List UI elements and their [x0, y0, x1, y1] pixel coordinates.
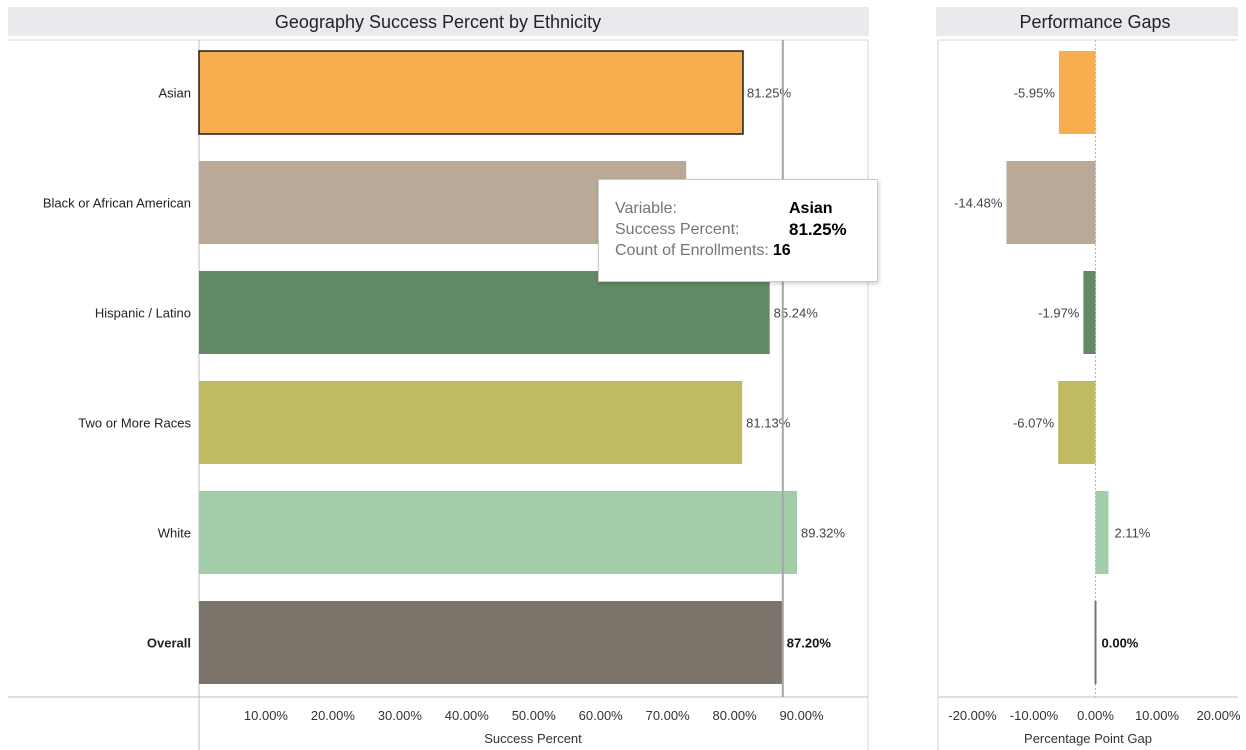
gap-data-label-two-or-more-races: -6.07% — [1013, 416, 1055, 431]
gap-chart-x-axis-title: Percentage Point Gap — [1024, 731, 1152, 746]
main-x-tick-label: 10.00% — [244, 708, 289, 723]
data-label-overall: 87.20% — [787, 636, 832, 651]
bar-asian[interactable] — [198, 50, 744, 135]
bar-two-or-more-races[interactable] — [199, 381, 743, 464]
main-x-tick-label: 50.00% — [512, 708, 557, 723]
main-x-tick-label: 80.00% — [713, 708, 758, 723]
main-chart-x-axis-title: Success Percent — [484, 731, 582, 746]
main-chart-marks: Asian 81.25% Black or African American Hisp… — [43, 40, 846, 723]
tooltip-count-value: 16 — [772, 242, 791, 259]
bar-overall[interactable] — [199, 601, 783, 684]
tooltip-count-row: Count of Enrollments: 16 — [615, 241, 791, 261]
bar-tooltip: Variable: Asian Success Percent: 81.25% … — [598, 179, 878, 282]
main-x-tick-label: 30.00% — [378, 708, 423, 723]
gap-chart-title: Performance Gaps — [1019, 12, 1170, 32]
gap-data-label-white: 2.11% — [1114, 526, 1150, 541]
main-x-tick-label: 60.00% — [579, 708, 624, 723]
gap-bar-black-or-african-american[interactable] — [1006, 161, 1096, 244]
category-label-asian: Asian — [158, 86, 191, 101]
gap-data-label-overall: 0.00% — [1102, 636, 1139, 651]
gap-chart-title-background — [936, 7, 1238, 36]
tooltip-success-value: 81.25% — [789, 220, 847, 239]
gap-bar-two-or-more-races[interactable] — [1058, 381, 1096, 464]
category-label-white: White — [158, 526, 191, 541]
main-x-tick-label: 20.00% — [311, 708, 356, 723]
gap-x-tick-label: 20.00% — [1196, 708, 1241, 723]
tooltip-success-label: Success Percent: — [615, 221, 740, 238]
gap-bar-white[interactable] — [1095, 491, 1109, 574]
data-label-asian: 81.25% — [747, 86, 792, 101]
data-label-hispanic-latino: 85.24% — [774, 306, 819, 321]
tooltip-variable-label: Variable: — [615, 200, 677, 217]
main-x-tick-label: 40.00% — [445, 708, 490, 723]
main-chart-title-background — [8, 7, 869, 36]
gap-x-tick-label: 10.00% — [1135, 708, 1180, 723]
bar-hispanic-latino[interactable] — [199, 271, 770, 354]
bar-white[interactable] — [199, 491, 797, 574]
category-label-two-or-more-races: Two or More Races — [78, 416, 191, 431]
gap-bar-hispanic-latino[interactable] — [1083, 271, 1096, 354]
gap-bar-overall[interactable] — [1094, 601, 1097, 684]
tooltip-count-label: Count of Enrollments: — [615, 242, 769, 259]
gap-x-tick-label: -20.00% — [948, 708, 997, 723]
gap-x-tick-label: 0.00% — [1077, 708, 1114, 723]
gap-data-label-black-or-african-american: -14.48% — [954, 196, 1003, 211]
data-label-white: 89.32% — [801, 526, 846, 541]
gap-data-label-hispanic-latino: -1.97% — [1038, 306, 1080, 321]
main-chart-title: Geography Success Percent by Ethnicity — [275, 12, 601, 32]
main-x-tick-label: 70.00% — [646, 708, 691, 723]
data-label-two-or-more-races: 81.13% — [746, 416, 791, 431]
tooltip-variable-value: Asian — [789, 200, 833, 217]
gap-chart-marks: -5.95% -14.48% -1.97% -6.07% 2.11% 0.00% -20.0… — [948, 40, 1241, 723]
category-label-black-or-african-american: Black or African American — [43, 196, 191, 211]
category-label-overall: Overall — [147, 636, 191, 651]
category-label-hispanic-latino: Hispanic / Latino — [95, 306, 191, 321]
gap-bar-asian[interactable] — [1058, 51, 1096, 134]
gap-data-label-asian: -5.95% — [1014, 86, 1056, 101]
gap-x-tick-label: -10.00% — [1010, 708, 1059, 723]
main-x-tick-label: 90.00% — [780, 708, 825, 723]
